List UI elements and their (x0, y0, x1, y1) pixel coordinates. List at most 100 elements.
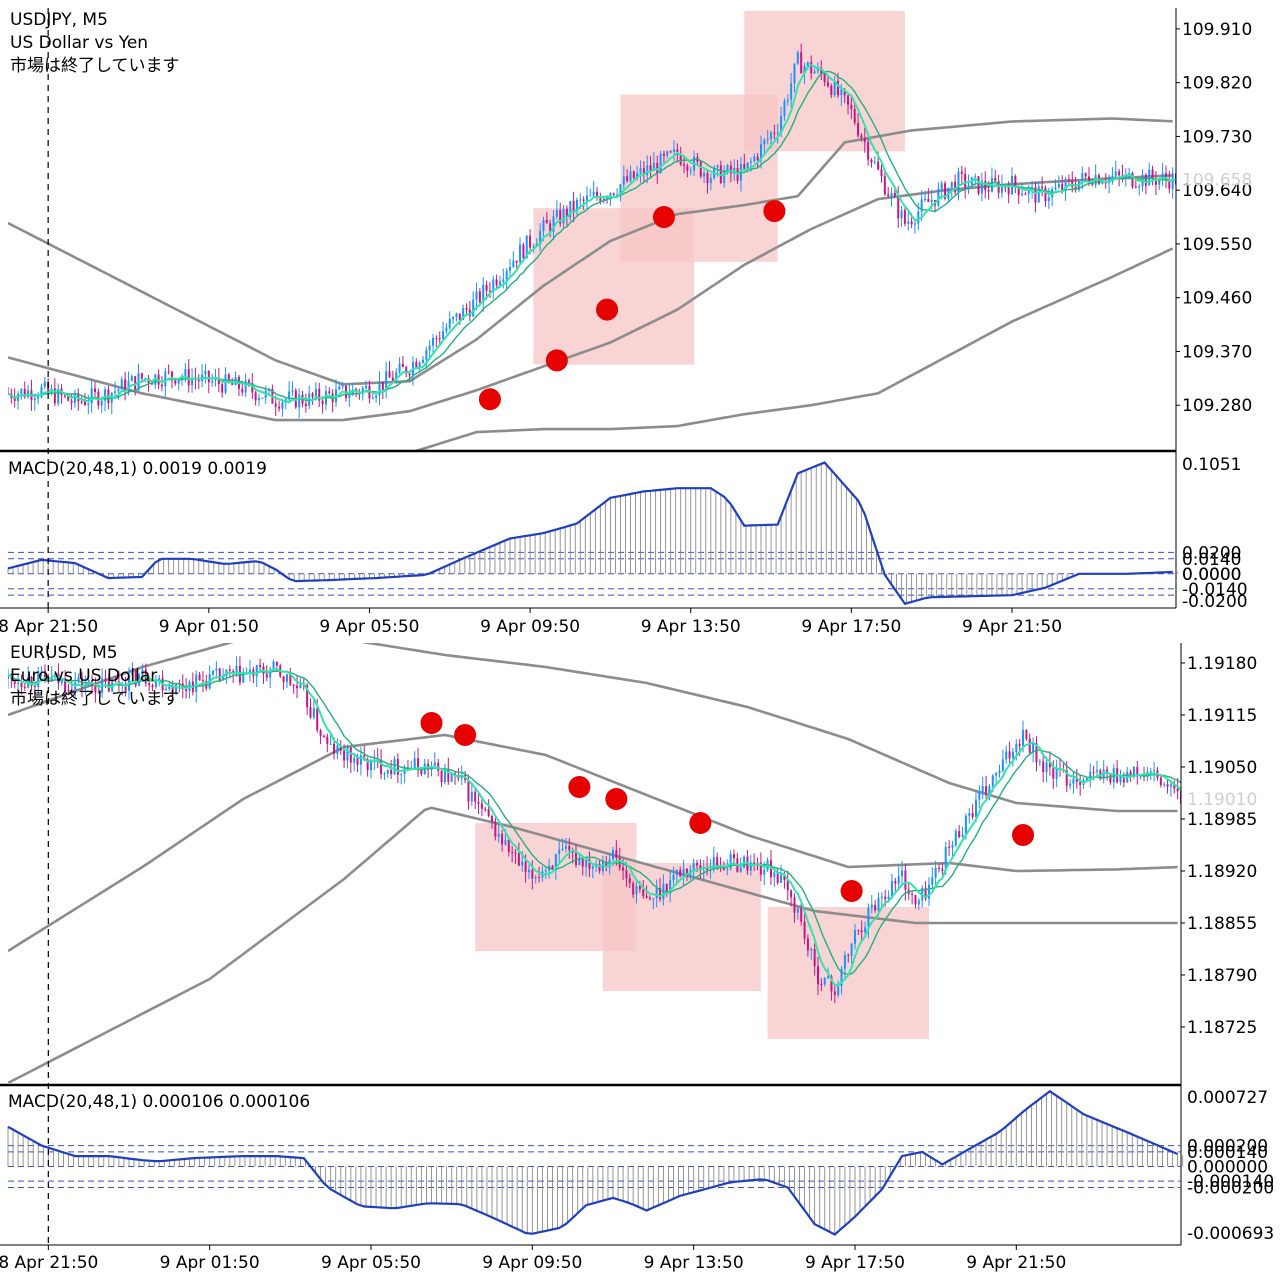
candle (1044, 185, 1047, 207)
candle (1173, 780, 1176, 794)
candle (911, 890, 914, 905)
candle (369, 759, 372, 779)
macd-tick-label: -0.0200 (1182, 592, 1248, 612)
candle (1124, 168, 1127, 187)
candle (843, 951, 846, 978)
signal-dot-6 (1012, 824, 1035, 846)
candle (237, 374, 240, 397)
candle (309, 698, 312, 719)
signal-dot-4 (763, 200, 786, 223)
candle (1011, 747, 1014, 767)
candle (951, 840, 954, 858)
candle (796, 50, 799, 65)
candle (572, 191, 575, 223)
candle (134, 669, 137, 688)
candle (867, 137, 870, 166)
candle (1084, 172, 1087, 180)
candle (164, 367, 167, 397)
candle (288, 381, 291, 404)
candle (585, 186, 588, 210)
candle (386, 769, 389, 778)
candle (995, 771, 998, 783)
candle (433, 752, 436, 767)
candle (971, 804, 974, 820)
candle (43, 376, 46, 390)
candle (934, 860, 937, 887)
candle (326, 733, 329, 753)
candle (131, 662, 134, 678)
candle (1011, 167, 1014, 196)
candle (40, 383, 43, 399)
candle (699, 160, 702, 179)
candle (1089, 763, 1092, 788)
macd-pane-1: MACD(20,48,1) 0.000106 0.000106 0.000727 0… (7, 1088, 1274, 1244)
price-tick-label: 109.550 (1182, 235, 1252, 255)
candle (863, 127, 866, 153)
time-tick-label: 9 Apr 01:50 (160, 1253, 260, 1273)
candle (629, 165, 632, 184)
candle (1034, 181, 1037, 213)
candle (944, 180, 947, 201)
macd-tick-label: -0.000200 (1187, 1178, 1274, 1198)
macd-tick-label: 0.0200 (1182, 543, 1241, 563)
candle (443, 763, 446, 785)
candle (655, 879, 658, 908)
candle (917, 898, 920, 910)
candle (806, 934, 809, 957)
candle (1001, 749, 1004, 773)
candle (810, 947, 813, 960)
candle (904, 863, 907, 901)
candle (475, 282, 478, 310)
candle (474, 788, 477, 810)
candle (497, 823, 500, 843)
price-tick-label: 1.19180 (1187, 654, 1257, 674)
candle (589, 188, 592, 197)
candle (867, 903, 870, 939)
candle (90, 378, 93, 413)
candle (50, 666, 53, 682)
candle (1081, 166, 1084, 190)
band-line-2 (414, 247, 1174, 450)
candle (672, 140, 675, 161)
candle (990, 167, 993, 193)
candle (776, 123, 779, 144)
candle (1114, 160, 1117, 179)
candle (1166, 779, 1169, 794)
candle (931, 867, 934, 890)
candle (378, 371, 381, 406)
candle (914, 894, 917, 909)
candle (1032, 737, 1035, 763)
ma-slow-line (8, 669, 1181, 975)
candle (723, 165, 726, 188)
candle (539, 223, 542, 252)
candle (94, 381, 97, 399)
candle (534, 874, 537, 884)
candle (783, 98, 786, 121)
candle (175, 682, 178, 696)
candle (675, 869, 678, 884)
candle (395, 368, 398, 384)
time-tick-label: 9 Apr 05:50 (321, 1253, 421, 1273)
candle (967, 174, 970, 195)
candle (529, 229, 532, 255)
candle (568, 838, 571, 860)
candle (531, 860, 534, 890)
candle (514, 849, 517, 864)
candle (900, 206, 903, 227)
candle (622, 165, 625, 190)
time-tick-label: 9 Apr 13:50 (641, 617, 741, 637)
candle (555, 200, 558, 220)
candle (393, 756, 396, 776)
candle (417, 747, 420, 777)
candle (1144, 172, 1147, 195)
macd-tick-label: 0.000000 (1187, 1158, 1268, 1178)
candle (662, 150, 665, 164)
candle (1035, 736, 1038, 772)
price-tick-label: 1.18790 (1187, 966, 1257, 986)
candle (167, 364, 170, 375)
signal-dot-1 (545, 349, 568, 372)
candle (1168, 170, 1171, 194)
candle (924, 881, 927, 902)
candle (598, 860, 601, 874)
time-tick-label: 8 Apr 21:50 (0, 617, 98, 637)
